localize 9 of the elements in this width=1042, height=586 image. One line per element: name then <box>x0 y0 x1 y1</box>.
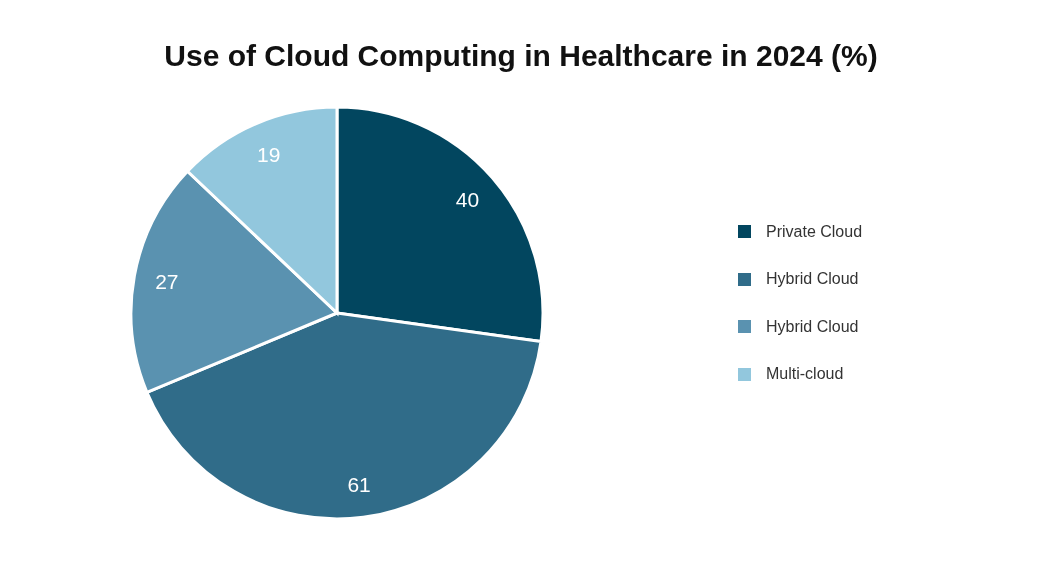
legend-label: Hybrid Cloud <box>766 317 859 336</box>
data-label: 40 <box>455 187 480 211</box>
data-label: 61 <box>347 473 371 497</box>
chart-title: Use of Cloud Computing in Healthcare in 2024 (%) <box>163 38 879 74</box>
data-label: 19 <box>256 142 281 166</box>
legend-label: Hybrid Cloud <box>766 270 859 289</box>
legend-label: Multi-cloud <box>766 365 844 384</box>
legend-label: Private Cloud <box>766 222 863 241</box>
data-label: 27 <box>155 270 179 294</box>
